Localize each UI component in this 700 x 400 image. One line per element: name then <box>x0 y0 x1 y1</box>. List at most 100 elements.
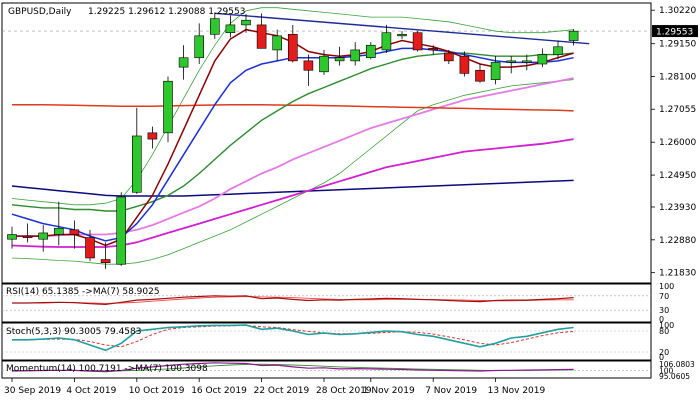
momentum-title: Momentum(14) 100.7191 ->MA(7) 100.3098 <box>6 364 208 374</box>
candle <box>475 64 485 83</box>
candle <box>272 29 283 61</box>
rsi-axis-label: 100 <box>659 282 674 291</box>
candle <box>85 229 95 262</box>
time-axis-label: 4 Oct 2019 <box>66 386 116 396</box>
candle <box>100 242 111 269</box>
candle-body <box>178 57 189 68</box>
candle-body <box>350 49 361 62</box>
candle <box>210 12 220 39</box>
candle <box>147 126 158 149</box>
candle <box>241 13 251 33</box>
candle <box>568 29 579 46</box>
time-axis-label: 7 Nov 2019 <box>425 386 477 396</box>
candle <box>225 15 236 38</box>
candle-body <box>287 33 298 62</box>
bollinger-upper-line <box>11 7 574 206</box>
price-axis-label: 1.26000 <box>659 138 696 148</box>
stoch-panel-frame <box>1 322 652 361</box>
candle-body <box>397 33 407 37</box>
header-ohlc: 1.29225 1.29612 1.29088 1.29553 <box>88 7 245 17</box>
candle <box>53 201 64 246</box>
candle <box>69 220 80 249</box>
ma-red-line <box>12 103 574 112</box>
candle <box>537 48 548 68</box>
candle-body <box>116 196 126 265</box>
ma-navy-line <box>11 179 574 197</box>
stoch-axis-label: 20 <box>659 348 669 357</box>
candle <box>303 54 314 86</box>
current-price-tag <box>652 25 698 38</box>
candle-body <box>163 80 173 134</box>
candle <box>178 45 189 80</box>
momentum-ma-line <box>12 363 574 372</box>
candle <box>334 46 345 66</box>
candle <box>365 42 376 60</box>
candle-body <box>303 60 314 71</box>
price-axis-label: 1.28100 <box>659 73 696 83</box>
stoch-main-line <box>12 324 574 352</box>
stoch-axis-label: 80 <box>659 327 669 336</box>
candle <box>22 223 33 243</box>
candle-body <box>334 57 345 62</box>
ma-violet-line <box>12 77 574 238</box>
candle <box>459 51 470 77</box>
axis-layer: 1.30220 1.29150 1.28100 1.27055 1.26000 1.249… <box>4 6 698 396</box>
time-axis-label: 13 Nov 2019 <box>488 386 546 396</box>
candle <box>38 225 49 252</box>
rsi-layer <box>2 295 651 311</box>
candle-body <box>194 35 204 59</box>
candle-body <box>225 24 236 34</box>
resistance-trendline <box>214 12 590 45</box>
candle <box>7 226 17 249</box>
stoch-axis-label: 100 <box>659 321 674 330</box>
candle <box>428 45 439 55</box>
candle-body <box>381 32 392 51</box>
time-axis-label: 1 Nov 2019 <box>363 386 415 396</box>
price-axis-label: 1.29150 <box>659 40 696 50</box>
price-axis-label: 1.27055 <box>659 105 696 115</box>
candle <box>490 56 501 85</box>
candle-body <box>272 35 283 51</box>
candle-body <box>7 234 17 240</box>
candle-body <box>69 229 80 235</box>
time-axis-label: 28 Oct 2019 <box>316 386 372 396</box>
momentum-line <box>11 362 574 373</box>
candle <box>506 56 517 74</box>
stoch-signal-line <box>12 324 574 348</box>
candle-body <box>521 60 532 63</box>
candle-body <box>506 60 517 63</box>
candle-body <box>256 24 267 49</box>
candle-body <box>132 135 142 193</box>
candle-body <box>428 48 439 51</box>
time-axis-label: 22 Oct 2019 <box>254 386 310 396</box>
rsi-ma-line <box>12 296 574 304</box>
candle <box>319 49 329 75</box>
candle-body <box>553 46 563 55</box>
candle <box>287 24 298 63</box>
candle-body <box>147 132 158 140</box>
candle-body <box>475 69 485 82</box>
header-symbol: GBPUSD,Daily <box>8 7 72 17</box>
candle-body <box>85 237 95 259</box>
stoch-title: Stoch(5,3,3) 90.3005 79.4583 <box>6 327 141 337</box>
current-price-label: 1.29553 <box>656 28 693 38</box>
candle <box>116 192 126 266</box>
candle-body <box>210 18 220 35</box>
candle-body <box>241 19 251 26</box>
rsi-axis-label: 0 <box>659 315 664 324</box>
candle-body <box>22 235 33 238</box>
momentum-axis-label: 106.0803 <box>659 360 695 369</box>
momentum-axis-label: 100 <box>659 366 674 375</box>
candle <box>397 31 407 39</box>
candle-body <box>319 55 329 73</box>
momentum-axis-label: 95.0605 <box>659 372 690 381</box>
candle <box>194 23 204 65</box>
candle-body <box>443 52 454 62</box>
candle-body <box>490 62 501 80</box>
ma-green-line <box>11 52 574 212</box>
time-axis-label: 16 Oct 2019 <box>191 386 247 396</box>
candle <box>381 24 392 54</box>
price-axis-label: 1.22880 <box>659 236 696 246</box>
stoch-axis-label: 0 <box>659 353 664 362</box>
rsi-axis-label: 30 <box>659 306 669 315</box>
